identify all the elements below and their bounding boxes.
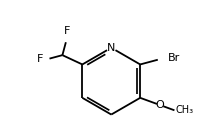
Text: N: N [107, 43, 116, 53]
Text: F: F [63, 26, 70, 36]
Text: O: O [156, 100, 165, 110]
Text: F: F [37, 55, 43, 64]
Text: CH₃: CH₃ [175, 105, 193, 115]
Text: Br: Br [168, 53, 180, 63]
